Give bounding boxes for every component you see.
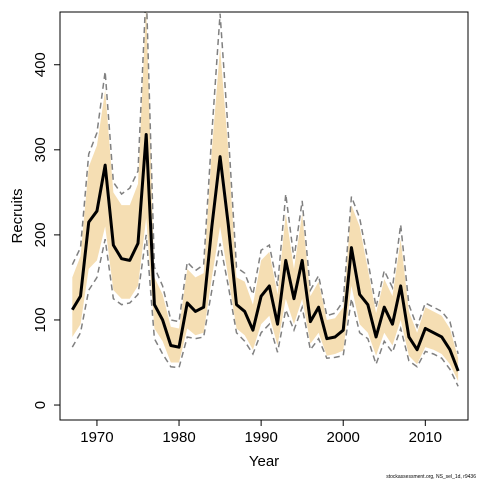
plot-area — [71, 12, 460, 387]
y-tick-label: 200 — [32, 222, 49, 247]
y-tick-label: 300 — [32, 137, 49, 162]
x-tick-label: 1990 — [244, 429, 277, 446]
x-tick-label: 2000 — [327, 429, 360, 446]
x-axis-label: Year — [249, 453, 279, 470]
x-tick-label: 1980 — [162, 429, 195, 446]
source-note: stockassessment.org, NS_sel_1d, r9436 — [386, 474, 476, 480]
y-tick-label: 400 — [32, 52, 49, 77]
dashed-bound — [71, 234, 459, 387]
y-axis-label: Recruits — [9, 188, 26, 243]
y-tick-label: 100 — [32, 307, 49, 332]
x-tick-label: 1970 — [80, 429, 113, 446]
y-tick-label: 0 — [32, 401, 49, 409]
confidence-band — [72, 12, 459, 382]
plot-frame — [59, 11, 469, 421]
x-tick-label: 2010 — [409, 429, 442, 446]
estimate-line — [71, 133, 460, 372]
